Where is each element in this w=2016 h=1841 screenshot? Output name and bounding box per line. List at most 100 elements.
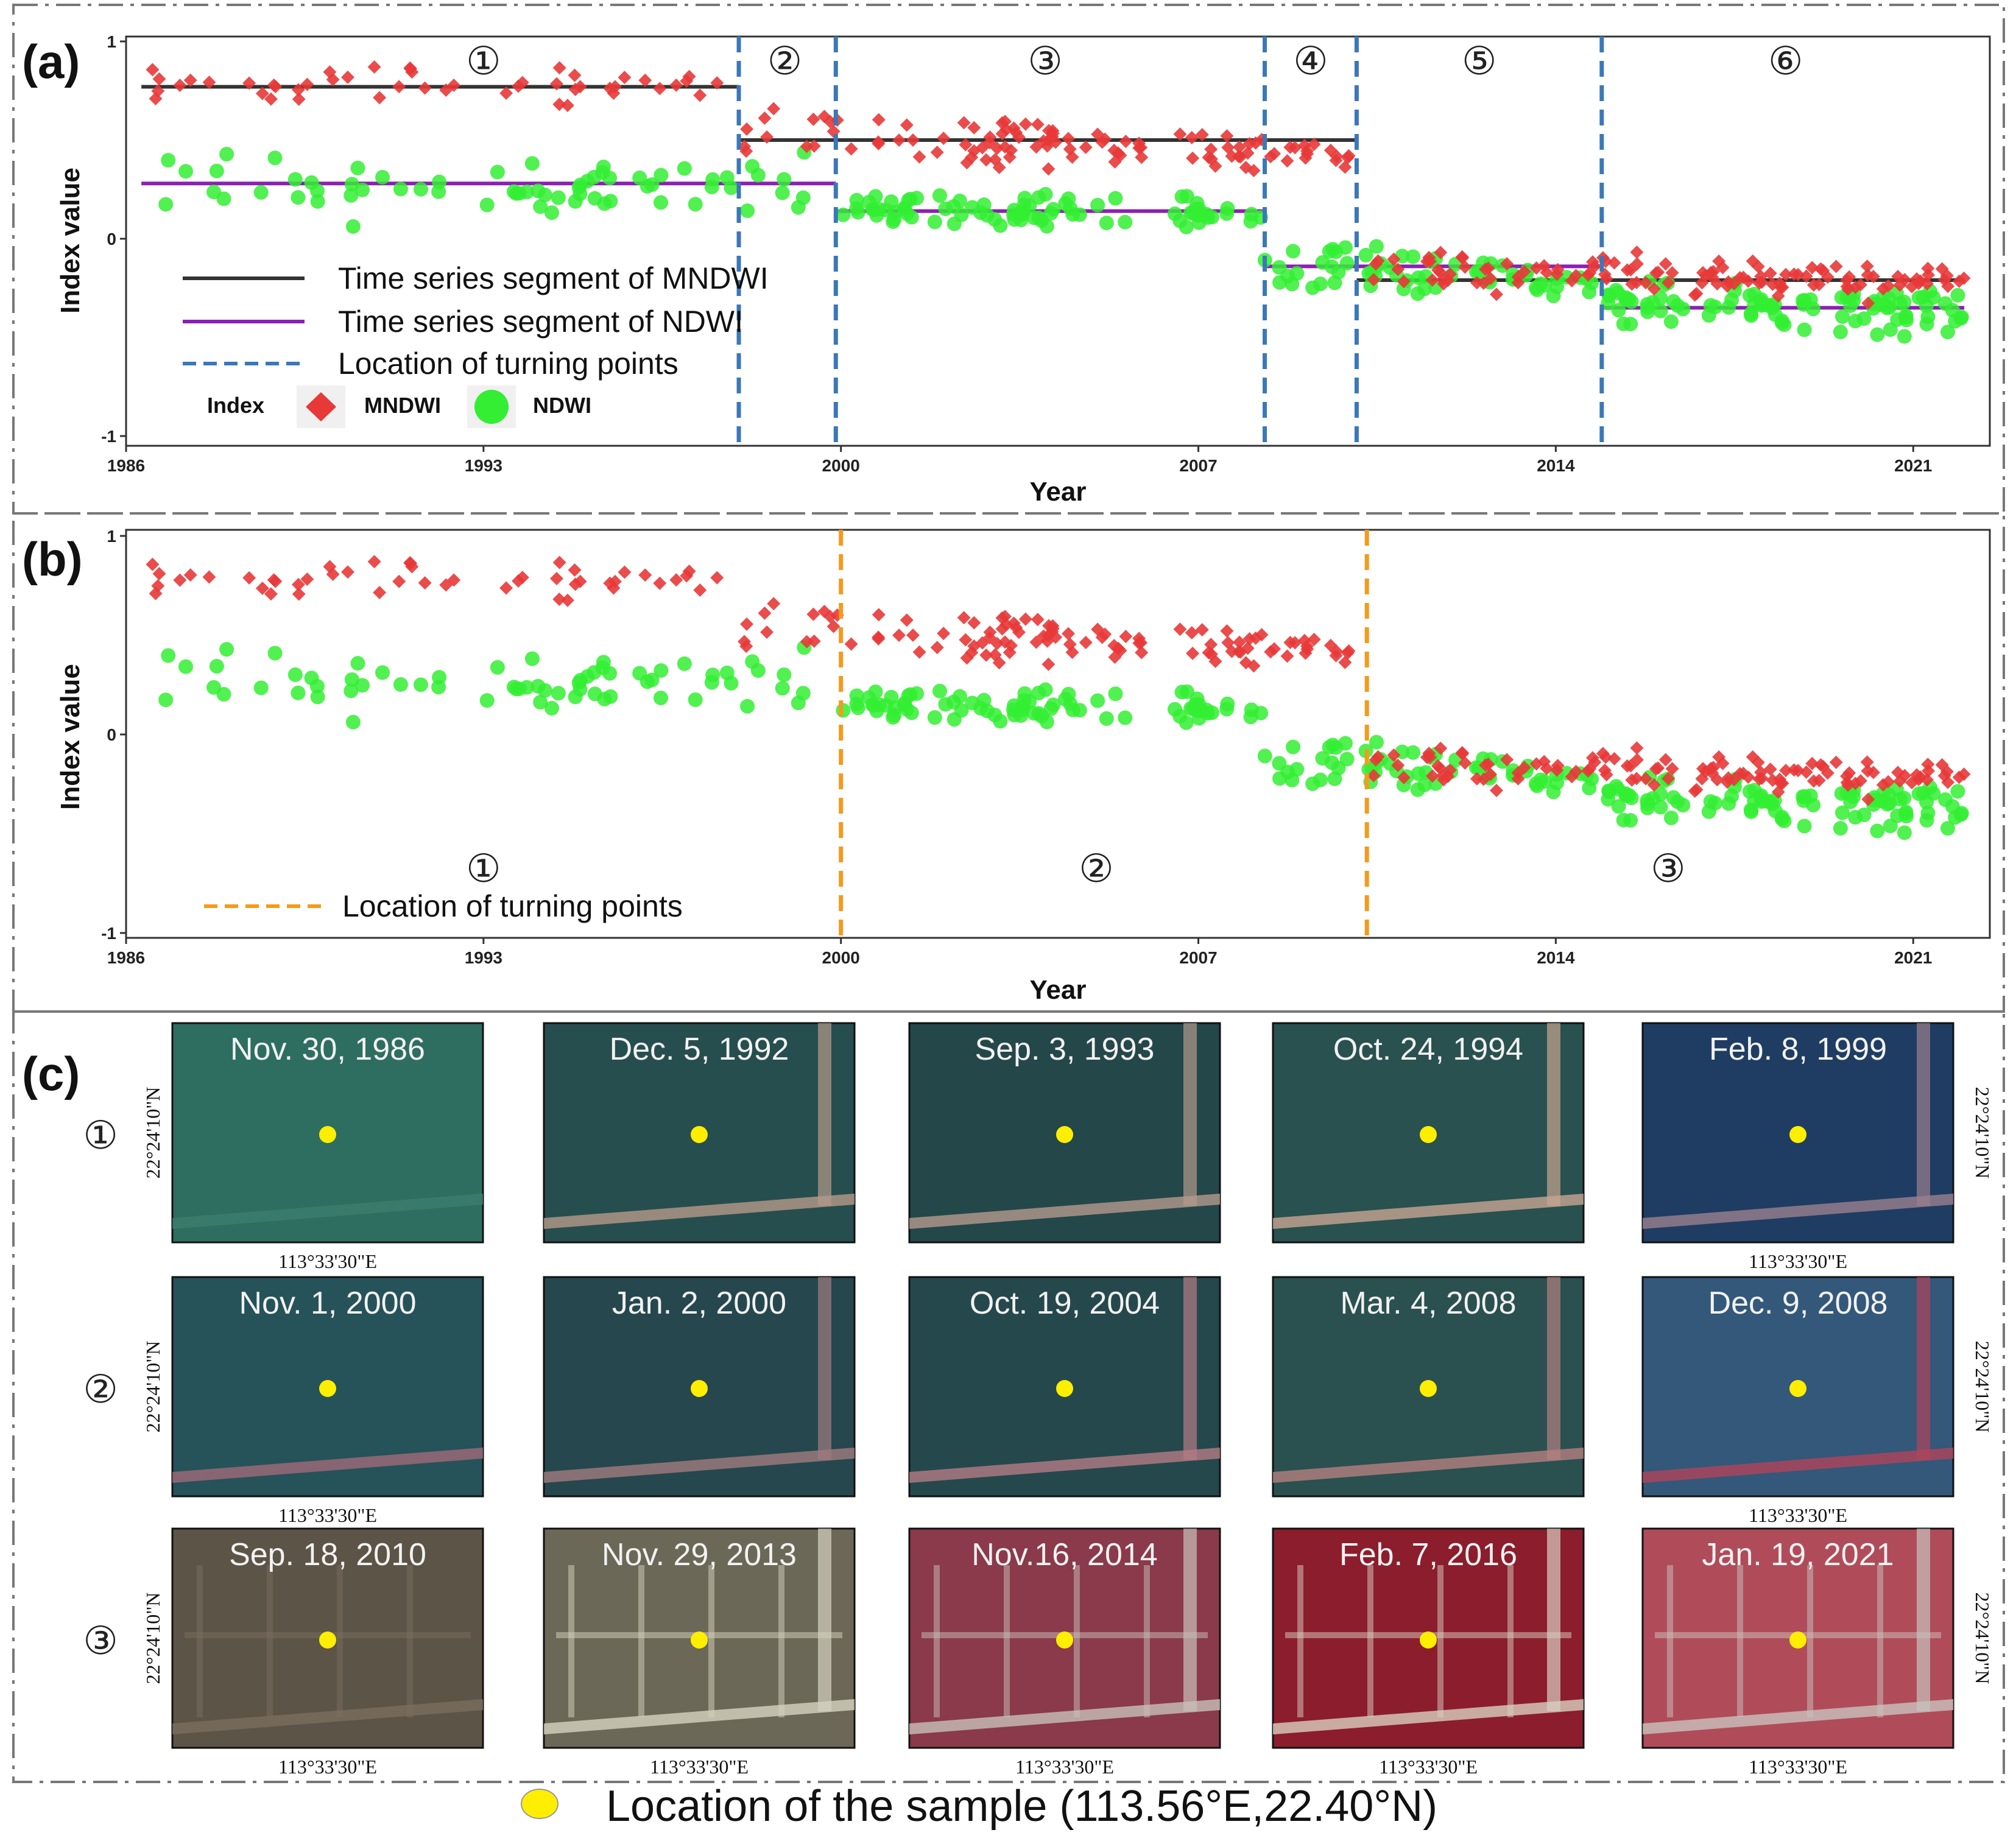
mndwi-point <box>1204 638 1218 652</box>
mndwi-point <box>653 576 667 590</box>
ndwi-point <box>490 164 505 180</box>
mndwi-point <box>269 574 283 588</box>
ndwi-point <box>644 672 660 688</box>
mndwi-point <box>1639 276 1653 290</box>
mndwi-point <box>1842 270 1856 284</box>
longitude-label: 113°33'30"E <box>278 1504 377 1526</box>
mndwi-point <box>806 607 820 621</box>
embankment-strip <box>1917 1023 1930 1206</box>
mndwi-point <box>1860 259 1874 273</box>
mndwi-point <box>760 625 774 639</box>
thumbnail-date: Feb. 7, 2016 <box>1339 1537 1517 1572</box>
ndwi-point <box>350 656 365 671</box>
ndwi-point <box>545 700 560 716</box>
thumbnail: Jan. 2, 2000 <box>543 1276 856 1498</box>
ndwi-point <box>597 196 612 211</box>
ndwi-point <box>1220 696 1235 711</box>
mndwi-point <box>340 70 354 84</box>
sample-point <box>319 1632 336 1649</box>
shoreline-strip <box>1643 1448 1953 1483</box>
ndwi-point <box>568 689 583 705</box>
mndwi-point <box>1031 613 1045 627</box>
mndwi-point <box>1841 282 1855 296</box>
ndwi-point <box>1188 202 1203 217</box>
mndwi-point <box>1481 757 1495 771</box>
ndwi-point <box>1406 249 1421 264</box>
period-label: ⑤ <box>1462 39 1496 84</box>
ndwi-point <box>219 642 234 657</box>
mndwi-point <box>930 146 944 160</box>
mndwi-point <box>499 86 513 100</box>
ndwi-point <box>1031 685 1046 700</box>
mndwi-point <box>373 585 387 599</box>
mndwi-point <box>1842 766 1856 780</box>
mndwi-point <box>1647 282 1661 296</box>
ndwi-point <box>206 185 222 200</box>
mndwi-point <box>1599 768 1613 782</box>
thumbnail-date: Jan. 2, 2000 <box>612 1286 786 1321</box>
ndwi-point <box>1188 697 1203 713</box>
mndwi-point <box>1456 747 1470 761</box>
ndwi-point <box>1611 303 1626 318</box>
field-divider <box>1877 1565 1883 1717</box>
mndwi-point <box>1876 778 1890 792</box>
ndwi-point <box>632 171 647 186</box>
mndwi-point <box>738 635 752 649</box>
mndwi-point <box>1585 255 1599 269</box>
chart-a-legend: Time series segment of MNDWI Time series… <box>183 261 769 428</box>
mndwi-point <box>1816 759 1830 773</box>
ndwi-point <box>1899 809 1914 824</box>
mndwi-point <box>1241 641 1255 655</box>
sample-point <box>691 1380 708 1397</box>
mndwi-point <box>1046 622 1060 636</box>
ndwi-point <box>1410 286 1425 301</box>
mndwi-point <box>906 133 920 147</box>
shoreline-strip <box>172 1448 483 1483</box>
panel-a-label: (a) <box>22 35 80 88</box>
ndwi-point <box>413 677 428 692</box>
sample-point <box>1420 1126 1437 1143</box>
mndwi-point <box>959 633 973 647</box>
panel-a-border <box>12 4 2005 515</box>
mndwi-point <box>1007 616 1021 630</box>
mndwi-point <box>1247 164 1261 178</box>
mndwi-point <box>292 587 306 601</box>
sample-point <box>1789 1632 1806 1649</box>
ndwi-point <box>1870 327 1885 342</box>
mndwi-point <box>1688 784 1702 798</box>
panel-b-label: (b) <box>22 532 83 586</box>
thumbnail-date: Nov. 30, 1986 <box>230 1032 425 1067</box>
ndwi-point <box>267 646 283 661</box>
mndwi-point <box>998 114 1012 128</box>
ndwi-point <box>1763 298 1778 314</box>
embankment-strip <box>1183 1023 1197 1206</box>
row-label: ③ <box>83 1619 118 1664</box>
shoreline-strip <box>544 1699 855 1734</box>
ndwi-point <box>861 690 876 705</box>
ndwi-point <box>209 163 224 178</box>
mndwi-point <box>1186 646 1200 660</box>
mndwi-point <box>291 577 305 591</box>
mndwi-point <box>710 76 724 90</box>
embankment-strip <box>818 1023 831 1206</box>
mndwi-point <box>912 645 926 659</box>
mndwi-point <box>552 593 566 607</box>
y-tick-label: -1 <box>101 427 116 446</box>
ndwi-point <box>946 712 962 727</box>
mndwi-point <box>693 88 707 102</box>
mndwi-point <box>1079 140 1093 154</box>
ndwi-point <box>1410 782 1425 797</box>
mndwi-point <box>1062 132 1076 146</box>
mndwi-point <box>264 92 278 106</box>
mndwi-point <box>800 139 814 153</box>
mndwi-point <box>988 648 1002 662</box>
mndwi-point <box>1434 741 1448 755</box>
mndwi-point <box>1195 128 1209 142</box>
mndwi-point <box>1369 257 1383 271</box>
mndwi-point <box>1952 274 1966 288</box>
mndwi-point <box>1721 275 1735 289</box>
mndwi-point <box>1329 153 1343 167</box>
mndwi-point <box>758 606 772 620</box>
ndwi-point <box>740 699 755 714</box>
chart-b-plot-area <box>125 529 1991 939</box>
